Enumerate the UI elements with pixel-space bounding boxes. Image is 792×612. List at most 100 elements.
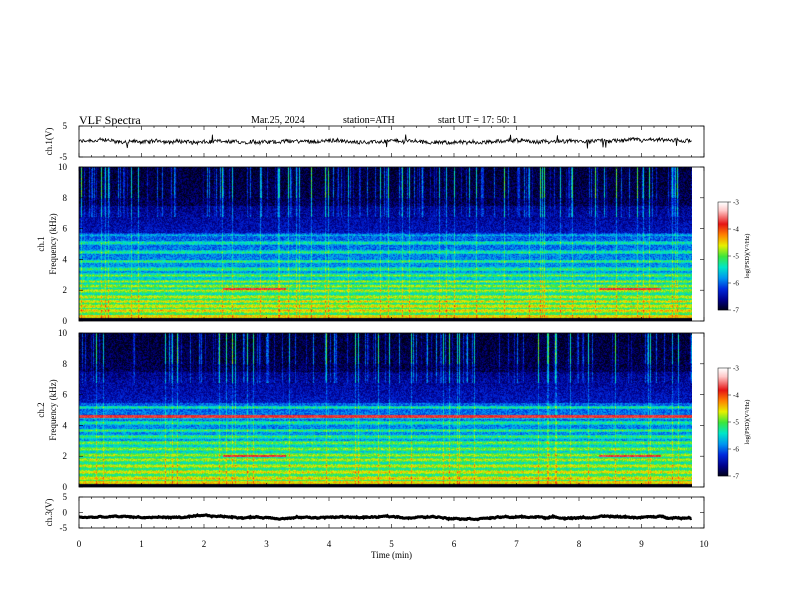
- ch2-spectrogram-colorbar-cell: [718, 421, 728, 423]
- ch1-spectrogram-colorbar-cell: [718, 250, 728, 252]
- ch2-spectrogram-colorbar-cell: [718, 380, 728, 382]
- ch1-spectrogram-colorbar-cell: [718, 298, 728, 300]
- ch2-spectrogram-colorbar-cell: [718, 460, 728, 462]
- ch3-waveform-frame: [78, 496, 705, 529]
- ch2-spectrogram-colorbar-cell: [718, 371, 728, 373]
- ch1-spectrogram-colorbar-cell: [718, 255, 728, 257]
- ch1-spectrogram-ytick-label: 2: [63, 285, 68, 295]
- ch2-spectrogram-colorbar-cell: [718, 400, 728, 402]
- ch1-spectrogram-colorbar-cell: [718, 246, 728, 248]
- ch1-spectrogram-colorbar-cell: [718, 261, 728, 263]
- ch1-spectrogram-colorbar-cell: [718, 209, 728, 211]
- x-tick-label: 7: [514, 539, 519, 549]
- ch2-spectrogram-colorbar-cell: [718, 410, 728, 412]
- ch1-spectrogram-colorbar-cell: [718, 220, 728, 222]
- ch1-spectrogram-colorbar-cell: [718, 257, 728, 259]
- ch2-spectrogram-colorbar-cell: [718, 409, 728, 411]
- ch2-spectrogram-colorbar-cell: [718, 461, 728, 463]
- ch2-spectrogram-colorbar-cell: [718, 454, 728, 456]
- ch2-spectrogram-colorbar-cell: [718, 391, 728, 393]
- ch2-spectrogram-colorbar-cell: [718, 376, 728, 378]
- ch2-spectrogram-colorbar-cell: [718, 436, 728, 438]
- ch2-spectrogram-colorbar-cell: [718, 369, 728, 371]
- ch1-spectrogram-colorbar-cell: [718, 247, 728, 249]
- ch1-waveform-trace: [78, 134, 692, 149]
- ch2-spectrogram-colorbar-cell: [718, 387, 728, 389]
- ch2-spectrogram-colorbar-cell: [718, 455, 728, 457]
- ch1-spectrogram-colorbar-cell: [718, 305, 728, 307]
- ch2-spectrogram-colorbar-tick-label: -3: [733, 365, 739, 373]
- ch1-spectrogram-colorbar-cell: [718, 285, 728, 287]
- ch2-spectrogram-colorbar-cell: [718, 388, 728, 390]
- ch2-spectrogram-colorbar-cell: [718, 408, 728, 410]
- ch2-spectrogram-colorbar-cell: [718, 474, 728, 476]
- ch2-spectrogram-ylabel-channel: ch.2: [36, 402, 46, 417]
- ch2-spectrogram-colorbar-cell: [718, 399, 728, 401]
- ch1-spectrogram-colorbar-cell: [718, 283, 728, 285]
- ch1-spectrogram-colorbar-cell: [718, 204, 728, 206]
- ch1-spectrogram-colorbar-cell: [718, 217, 728, 219]
- ch2-spectrogram-colorbar-cell: [718, 392, 728, 394]
- ch2-spectrogram-colorbar-cell: [718, 462, 728, 464]
- ch2-spectrogram-colorbar-cell: [718, 451, 728, 453]
- ch2-spectrogram-colorbar-cell: [718, 375, 728, 377]
- ch2-spectrogram-colorbar-cell: [718, 386, 728, 388]
- ch2-spectrogram-colorbar-cell: [718, 407, 728, 409]
- ch1-spectrogram-colorbar-cell: [718, 299, 728, 301]
- ch3-waveform-trace: [79, 513, 693, 522]
- ch2-spectrogram-colorbar-tick-label: -6: [733, 446, 739, 454]
- ch1-spectrogram-colorbar-tick-label: -4: [733, 226, 739, 234]
- ch2-spectrogram-colorbar-cell: [718, 416, 728, 418]
- ch1-spectrogram-colorbar-cell: [718, 279, 728, 281]
- ch1-spectrogram-colorbar-cell: [718, 227, 728, 229]
- ch2-spectrogram-colorbar-cell: [718, 439, 728, 441]
- ch1-spectrogram-colorbar-tick-label: -7: [733, 307, 739, 315]
- x-tick-label: 2: [202, 539, 207, 549]
- x-tick-label: 0: [77, 539, 82, 549]
- ch2-spectrogram-colorbar-cell: [718, 433, 728, 435]
- ch1-spectrogram-colorbar-cell: [718, 309, 728, 311]
- ch2-spectrogram-ytick-label: 0: [63, 482, 68, 492]
- ch2-spectrogram-colorbar-cell: [718, 396, 728, 398]
- x-tick-label: 4: [327, 539, 332, 549]
- ch1-spectrogram-colorbar-cell: [718, 210, 728, 212]
- ch1-spectrogram-colorbar-cell: [718, 276, 728, 278]
- ch1-spectrogram-colorbar-cell: [718, 239, 728, 241]
- ch2-spectrogram-colorbar-cell: [718, 427, 728, 429]
- x-tick-label: 10: [700, 539, 710, 549]
- ch1-spectrogram-colorbar-cell: [718, 301, 728, 303]
- ch2-spectrogram-colorbar-cell: [718, 420, 728, 422]
- ch2-spectrogram-colorbar-cell: [718, 401, 728, 403]
- ch2-spectrogram-colorbar-cell: [718, 464, 728, 466]
- ch2-spectrogram-colorbar-cell: [718, 429, 728, 431]
- ch2-spectrogram-colorbar-cell: [718, 397, 728, 399]
- ch2-spectrogram-colorbar-cell: [718, 414, 728, 416]
- ch2-spectrogram-colorbar-cell: [718, 447, 728, 449]
- ch1-spectrogram-colorbar-cell: [718, 207, 728, 209]
- ch2-spectrogram-colorbar-cell: [718, 452, 728, 454]
- ch1-spectrogram-colorbar-cell: [718, 300, 728, 302]
- ch2-spectrogram-colorbar-cell: [718, 377, 728, 379]
- ch1-spectrogram-colorbar-cell: [718, 274, 728, 276]
- ch2-spectrogram-colorbar-cell: [718, 446, 728, 448]
- ch1-spectrogram-colorbar-cell: [718, 270, 728, 272]
- ch2-spectrogram-colorbar-cell: [718, 435, 728, 437]
- ch1-spectrogram-colorbar-cell: [718, 284, 728, 286]
- ch1-spectrogram-colorbar-cell: [718, 216, 728, 218]
- ch2-spectrogram-colorbar-cell: [718, 450, 728, 452]
- ch3-waveform-ytick-label: 5: [63, 492, 68, 502]
- ch1-waveform-ylabel: ch.1(V): [44, 128, 54, 156]
- ch2-spectrogram-ytick-label: 4: [63, 420, 68, 430]
- ch1-spectrogram-colorbar-cell: [718, 286, 728, 288]
- ch1-spectrogram-colorbar-cell: [718, 288, 728, 290]
- ch2-spectrogram-ytick-label: 8: [63, 359, 68, 369]
- ch2-spectrogram-colorbar-cell: [718, 402, 728, 404]
- ch2-spectrogram-colorbar-cell: [718, 385, 728, 387]
- ch2-spectrogram-colorbar-cell: [718, 389, 728, 391]
- ch1-spectrogram-colorbar-cell: [718, 225, 728, 227]
- ch1-spectrogram-colorbar-cell: [718, 295, 728, 297]
- ch1-spectrogram-colorbar-cell: [718, 222, 728, 224]
- ch1-spectrogram-colorbar-cell: [718, 228, 728, 230]
- ch1-spectrogram-colorbar-cell: [718, 230, 728, 232]
- ch1-spectrogram-colorbar-cell: [718, 202, 728, 204]
